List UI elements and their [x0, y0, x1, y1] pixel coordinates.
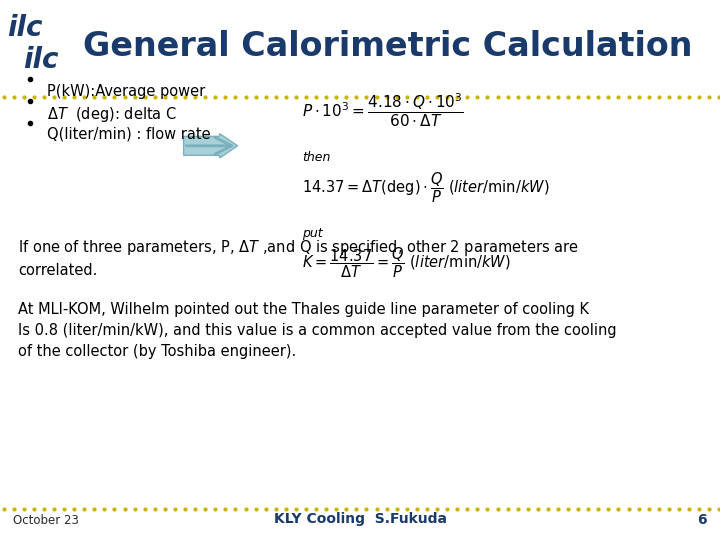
FancyArrow shape	[184, 134, 238, 158]
Text: $\Delta T$  (deg): delta C: $\Delta T$ (deg): delta C	[47, 105, 177, 124]
Text: If one of three parameters, P, $\Delta T$ ,and Q is specified, other 2 parameter: If one of three parameters, P, $\Delta T…	[18, 238, 579, 278]
Text: then: then	[302, 151, 330, 164]
Text: ilc: ilc	[23, 46, 58, 74]
Text: $P\cdot10^3 = \dfrac{4.18\cdot Q\cdot10^3}{60\cdot \Delta T}$: $P\cdot10^3 = \dfrac{4.18\cdot Q\cdot10^…	[302, 92, 464, 129]
Text: 6: 6	[698, 512, 707, 526]
Text: KLY Cooling  S.Fukuda: KLY Cooling S.Fukuda	[274, 512, 446, 526]
Text: October 23: October 23	[13, 514, 78, 526]
Text: put: put	[302, 227, 323, 240]
Text: General Calorimetric Calculation: General Calorimetric Calculation	[83, 30, 693, 63]
Text: P(kW):Average power: P(kW):Average power	[47, 84, 205, 99]
Text: ilc: ilc	[7, 14, 42, 42]
Text: $K = \dfrac{14.37}{\Delta T} = \dfrac{Q}{P}\ (liter/\mathrm{min}/kW)$: $K = \dfrac{14.37}{\Delta T} = \dfrac{Q}…	[302, 246, 511, 280]
Text: Q(liter/min) : flow rate: Q(liter/min) : flow rate	[47, 127, 210, 142]
Text: $14.37 = \Delta T(\mathrm{deg})\cdot\dfrac{Q}{P}\ (liter/\mathrm{min}/kW)$: $14.37 = \Delta T(\mathrm{deg})\cdot\dfr…	[302, 170, 550, 205]
Text: At MLI-KOM, Wilhelm pointed out the Thales guide line parameter of cooling K
Is : At MLI-KOM, Wilhelm pointed out the Thal…	[18, 302, 616, 360]
